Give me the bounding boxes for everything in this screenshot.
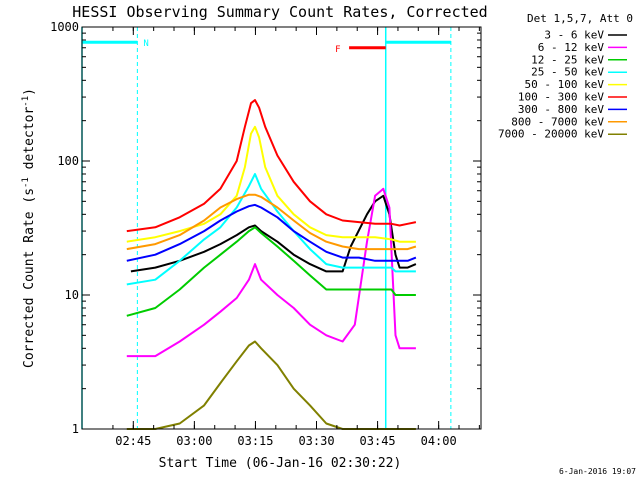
- legend-label-4: 50 - 100 keV: [525, 78, 605, 91]
- attenuator-label-0: N: [143, 39, 148, 49]
- y-axis-label-sup1: -1: [21, 177, 31, 188]
- attenuator-markers: NF: [81, 27, 452, 429]
- series-line-5: [126, 99, 417, 233]
- flare-label: F: [335, 45, 340, 55]
- legend-label-3: 25 - 50 keV: [531, 66, 604, 79]
- y-tick-label-0: 1: [72, 422, 79, 436]
- series-line-8: [126, 340, 416, 430]
- x-tick-label-3: 03:30: [298, 434, 334, 448]
- x-tick-label-4: 03:45: [360, 434, 396, 448]
- legend-label-6: 300 - 800 keV: [518, 103, 604, 116]
- plot-frame: [81, 26, 482, 430]
- legend-label-8: 7000 - 20000 keV: [498, 128, 604, 141]
- series-line-7: [126, 193, 417, 251]
- y-tick-label-2: 100: [57, 154, 79, 168]
- series-line-4: [126, 125, 416, 243]
- series-line-6: [126, 203, 417, 262]
- footer-date: 6-Jan-2016 19:07: [559, 467, 636, 476]
- x-tick-label-2: 03:15: [237, 434, 273, 448]
- y-axis-label-mid: detector: [22, 107, 37, 178]
- y-axis-label-sup2: -1: [21, 96, 31, 107]
- y-tick-label-3: 1000: [50, 20, 79, 34]
- series-line-0: [130, 194, 417, 273]
- x-axis-label: Start Time (06-Jan-16 02:30:22): [159, 456, 402, 471]
- y-tick-label-1: 10: [65, 288, 79, 302]
- y-axis-label-end: ): [22, 88, 37, 96]
- legend-label-7: 800 - 7000 keV: [511, 115, 604, 128]
- series-line-3: [126, 173, 416, 286]
- legend-label-5: 100 - 300 keV: [518, 91, 604, 104]
- y-axis-label: Corrected Count Rate (s-1 detector-1): [21, 88, 37, 368]
- legend-label-2: 12 - 25 keV: [531, 53, 604, 66]
- series-line-2: [126, 226, 416, 317]
- axes-group: 02:45 03:00 03:15 03:30 03:45 04:00 1 10 100 1000: [50, 20, 481, 448]
- x-tick-label-0: 02:45: [115, 434, 151, 448]
- legend-label-0: 3 - 6 keV: [544, 29, 604, 42]
- legend-title: Det 1,5,7, Att 0: [527, 12, 633, 25]
- x-tick-label-5: 04:00: [421, 434, 457, 448]
- legend-label-1: 6 - 12 keV: [538, 41, 605, 54]
- y-axis-label-main: Corrected Count Rate (s: [22, 188, 37, 368]
- x-tick-label-1: 03:00: [176, 434, 212, 448]
- chart-title: HESSI Observing Summary Count Rates, Cor…: [72, 3, 487, 21]
- series-group: [126, 99, 417, 430]
